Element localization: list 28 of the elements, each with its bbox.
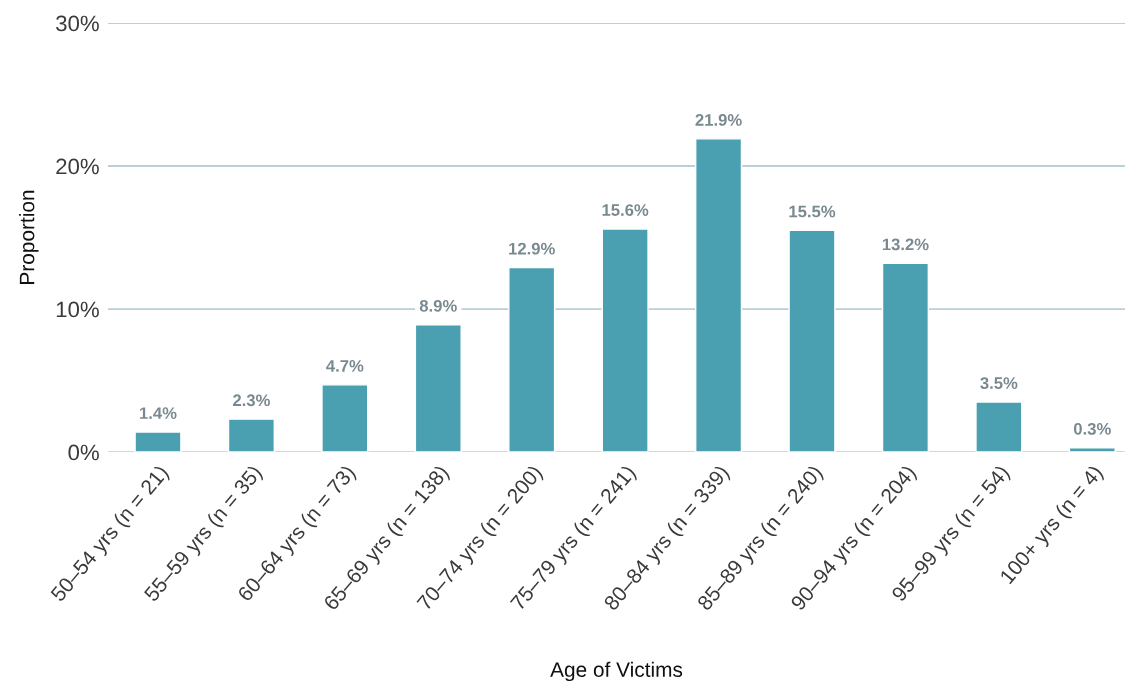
y-tick-label: 10% xyxy=(56,301,99,318)
data-label: 12.9% xyxy=(509,242,555,255)
bar xyxy=(508,266,556,453)
data-label: 3.5% xyxy=(980,377,1018,389)
bar xyxy=(414,324,462,453)
bar xyxy=(788,229,836,453)
x-axis-title: Age of Victims xyxy=(550,661,683,682)
bar xyxy=(601,228,649,453)
data-label: 15.5% xyxy=(789,205,836,218)
bar xyxy=(694,138,743,453)
data-label: 13.2% xyxy=(882,238,929,251)
data-label: 8.9% xyxy=(419,299,457,312)
bar xyxy=(1068,447,1116,453)
bar xyxy=(134,431,182,453)
y-tick-label: 20% xyxy=(56,158,99,175)
data-label: 1.4% xyxy=(140,407,177,419)
data-label: 15.6% xyxy=(602,204,649,216)
data-label: 4.7% xyxy=(326,360,364,372)
data-label: 2.3% xyxy=(233,394,270,407)
data-label: 21.9% xyxy=(695,114,742,126)
data-label: 0.3% xyxy=(1073,422,1111,435)
y-tick-label: 30% xyxy=(56,15,99,32)
y-axis-title: Proportion xyxy=(19,190,39,284)
y-tick-label: 0% xyxy=(68,444,99,461)
bar xyxy=(227,418,276,453)
bar xyxy=(975,401,1023,453)
bar xyxy=(881,262,930,453)
bar xyxy=(321,384,369,453)
